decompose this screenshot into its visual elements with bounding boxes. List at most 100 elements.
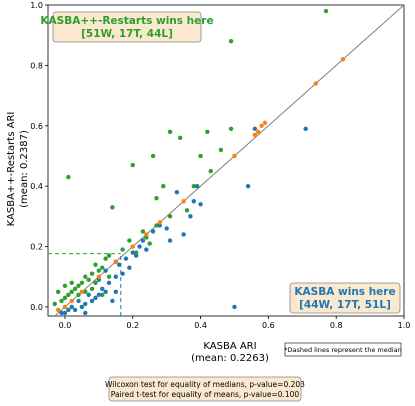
green-point	[167, 214, 173, 219]
bottom-annotation-box	[289, 282, 401, 314]
blue-point	[59, 310, 64, 316]
blue-point	[194, 183, 200, 189]
blue-point	[110, 298, 115, 304]
blue-point	[164, 226, 169, 231]
green-point	[69, 280, 74, 285]
bottom-annotation-line1: KASBA wins here	[294, 286, 395, 298]
green-point	[178, 135, 183, 141]
green-point	[198, 153, 203, 159]
orange-point	[55, 307, 61, 313]
blue-point	[103, 268, 108, 273]
x-axis-mean-label: (mean: 0.2263)	[191, 353, 269, 364]
green-point	[66, 174, 71, 180]
diagonal-line	[54, 4, 405, 317]
blue-point	[181, 232, 186, 237]
blue-point	[69, 304, 74, 310]
median-note: *Dashed lines represent the median	[284, 346, 402, 354]
orange-point	[340, 57, 346, 62]
green-point	[144, 235, 149, 240]
green-point	[218, 147, 224, 153]
green-point	[106, 253, 112, 258]
blue-point	[303, 126, 308, 131]
green-point	[120, 247, 125, 252]
green-point	[100, 265, 105, 270]
x-tick-label: 0.8	[330, 321, 343, 330]
green-point	[127, 238, 132, 243]
orange-point	[252, 132, 258, 138]
orange-point	[313, 81, 319, 86]
green-point	[184, 208, 190, 213]
green-point	[150, 153, 156, 159]
x-tick-label: 0.2	[126, 321, 139, 330]
green-point	[89, 286, 95, 292]
blue-point	[93, 295, 98, 301]
green-point	[191, 183, 196, 189]
blue-point	[79, 304, 85, 310]
green-point	[76, 292, 81, 298]
blue-point	[150, 229, 156, 234]
blue-point	[86, 292, 91, 298]
orange-point	[62, 304, 68, 310]
blue-point	[113, 289, 119, 295]
y-tick-label: 0.6	[30, 122, 43, 131]
x-tick-label: 0.0	[59, 321, 72, 330]
green-point	[93, 262, 98, 267]
green-point	[76, 283, 81, 289]
stats-box	[108, 376, 302, 402]
bottom-annotation-line2: [44W, 17T, 51L]	[299, 299, 391, 311]
green-point	[140, 229, 146, 234]
green-point	[130, 162, 135, 168]
plot-marks: 0.0 0.2 0.4 0.6 0.8 1.0 0.0 0.2 0.4 0.6 0.8 1.0	[30, 1, 410, 330]
green-point	[72, 286, 78, 292]
orange-point	[144, 232, 149, 237]
blue-point	[174, 190, 180, 195]
blue-point	[96, 292, 102, 298]
blue-point	[66, 307, 71, 313]
blue-point	[133, 253, 139, 258]
green-point	[167, 129, 173, 135]
top-annotation-line1: KASBA++-Restarts wins here	[40, 15, 213, 27]
orange-point	[262, 120, 268, 125]
blue-point	[100, 286, 105, 292]
stats-wilcoxon: Wilcoxon test for equality of medians, p…	[105, 380, 305, 389]
blue-point	[123, 256, 129, 261]
blue-point	[83, 301, 88, 307]
blue-point	[188, 214, 193, 219]
blue-point	[103, 289, 108, 295]
blue-point	[252, 126, 258, 131]
green-point	[79, 280, 85, 285]
blue-point	[76, 298, 81, 304]
orange-point	[96, 274, 102, 279]
blue-point	[144, 247, 149, 252]
green-point	[96, 268, 102, 273]
green-point	[106, 274, 112, 279]
x-tick-label: 0.4	[194, 321, 207, 330]
stats-ttest: Paired t-test for equality of means, p-v…	[111, 390, 300, 399]
blue-point	[89, 298, 95, 304]
top-annotation-box	[52, 11, 202, 43]
green-point	[103, 256, 108, 261]
blue-point	[130, 250, 135, 255]
green-point	[133, 250, 139, 255]
y-axis-mean-label: (mean: 0.2387)	[19, 130, 30, 208]
blue-point	[140, 238, 146, 243]
green-point	[205, 129, 210, 135]
orange-point	[232, 153, 237, 159]
blue-point	[198, 202, 203, 207]
blue-point	[167, 238, 173, 243]
green-point	[66, 292, 71, 298]
green-point	[52, 301, 57, 307]
green-point	[86, 277, 91, 282]
green-point	[55, 289, 61, 295]
blue-point	[120, 271, 125, 276]
green-point	[161, 183, 166, 189]
green-point	[147, 241, 152, 246]
blue-point	[117, 262, 122, 267]
orange-point	[130, 244, 135, 249]
green-point	[228, 126, 234, 131]
green-point	[100, 292, 105, 298]
green-point	[110, 205, 115, 210]
x-axis-label: KASBA ARI	[203, 341, 256, 352]
x-tick-label: 0.6	[262, 321, 275, 330]
